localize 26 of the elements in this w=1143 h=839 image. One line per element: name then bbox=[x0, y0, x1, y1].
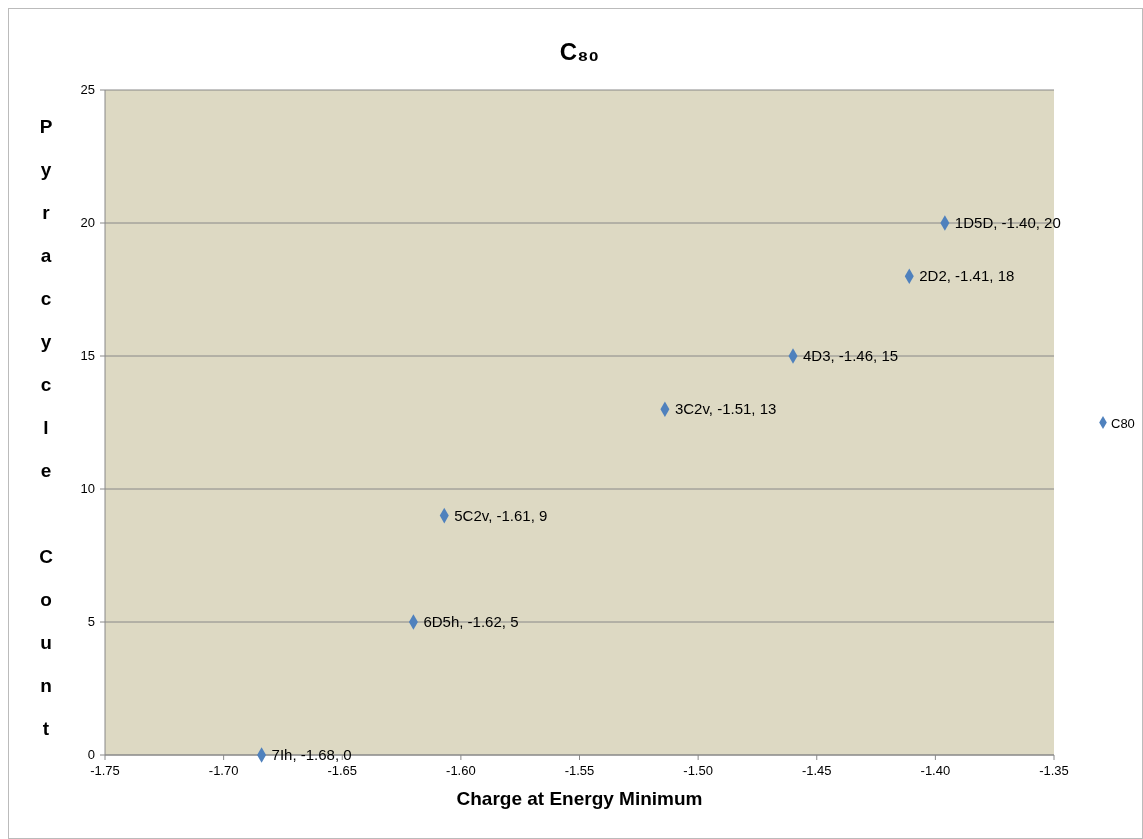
y-tick-label: 15 bbox=[80, 348, 95, 363]
data-label: 7Ih, -1.68, 0 bbox=[271, 746, 352, 763]
data-label: 2D2, -1.41, 18 bbox=[919, 267, 1015, 285]
data-label: 1D5D, -1.40, 20 bbox=[954, 214, 1061, 231]
chart-title: C₈₀ bbox=[559, 38, 600, 65]
data-label: 5C2v, -1.61, 9 bbox=[454, 506, 548, 524]
x-axis-title: Charge at Energy Minimum bbox=[456, 788, 703, 809]
y-axis-title: Pyracycle Count bbox=[35, 116, 57, 761]
x-tick-label: -1.35 bbox=[1039, 763, 1069, 778]
x-tick-label: -1.75 bbox=[90, 763, 120, 778]
y-tick-label: 5 bbox=[87, 614, 95, 629]
data-label: 6D5h, -1.62, 5 bbox=[423, 613, 519, 630]
y-tick-label: 10 bbox=[80, 481, 95, 496]
x-tick-label: -1.70 bbox=[208, 763, 239, 778]
y-tick-label: 0 bbox=[87, 747, 95, 762]
x-tick-label: -1.55 bbox=[564, 763, 595, 778]
y-tick-label: 25 bbox=[80, 82, 95, 97]
data-label: 4D3, -1.46, 15 bbox=[803, 347, 899, 364]
y-tick-label: 20 bbox=[80, 215, 95, 230]
legend-label: C80 bbox=[1111, 415, 1135, 431]
x-tick-label: -1.65 bbox=[327, 763, 358, 778]
x-tick-label: -1.60 bbox=[446, 763, 476, 778]
x-tick-label: -1.40 bbox=[920, 763, 951, 778]
x-tick-label: -1.45 bbox=[801, 763, 832, 778]
data-label: 3C2v, -1.51, 13 bbox=[674, 400, 777, 418]
x-tick-label: -1.50 bbox=[683, 763, 713, 778]
